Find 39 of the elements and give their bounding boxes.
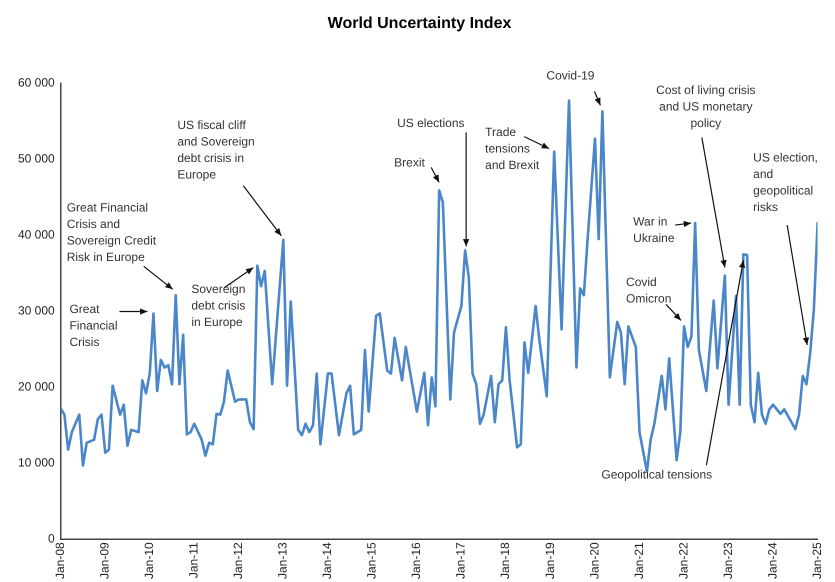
y-tick-label: 60 000 xyxy=(18,76,56,90)
annotation: Trade tensions and Brexit xyxy=(485,124,540,172)
x-tick-label: Jan-08 xyxy=(53,542,68,580)
annotation: Great Financial Crisis and Sovereign Credit Risk in Europe xyxy=(66,200,157,264)
x-tick-label: Jan-17 xyxy=(454,542,468,580)
x-tick-label: Jan-09 xyxy=(98,542,112,580)
annotation: Great Financial Crisis xyxy=(69,302,118,349)
chart-title: World Uncertainty Index xyxy=(328,15,512,32)
x-tick-label: Jan-14 xyxy=(320,542,334,580)
x-tick-label: Jan-24 xyxy=(765,542,780,580)
annotation: War in Ukraine xyxy=(633,214,675,245)
annotation: Brexit xyxy=(394,156,426,170)
y-tick-label: 0 xyxy=(48,532,56,546)
y-tick-label: 20 000 xyxy=(18,380,56,394)
annotation: Sovereign debt crisis in Europe xyxy=(191,282,246,329)
x-tick-label: Jan-19 xyxy=(542,542,557,580)
x-tick-label: Jan-18 xyxy=(498,542,512,580)
x-tick-label: Jan-12 xyxy=(231,542,246,580)
x-tick-label: Jan-22 xyxy=(676,542,690,580)
annotation: Covid-19 xyxy=(546,68,595,83)
y-tick-label: 10 000 xyxy=(18,456,56,470)
annotation: Geopolitical tensions xyxy=(601,468,712,482)
y-tick-label: 30 000 xyxy=(18,304,56,318)
x-tick-label: Jan-15 xyxy=(364,542,379,580)
x-tick-label: Jan-16 xyxy=(409,542,424,580)
x-tick-label: Jan-23 xyxy=(720,542,735,580)
y-tick-label: 40 000 xyxy=(18,228,56,242)
x-tick-label: Jan-21 xyxy=(632,542,646,580)
annotation: US election, and geopolitical risks xyxy=(753,150,818,214)
annotation: Covid Omicron xyxy=(626,274,672,306)
x-tick-label: Jan-20 xyxy=(587,542,602,580)
annotation: US elections xyxy=(397,116,464,130)
y-tick-label: 50 000 xyxy=(18,152,56,166)
annotation: US fiscal cliff and Sovereign debt crisis in Europe xyxy=(177,118,255,182)
annotation: Cost of living crisis and US monetary policy xyxy=(656,82,756,130)
x-tick-label: Jan-25 xyxy=(810,542,824,580)
x-tick-label: Jan-10 xyxy=(142,542,156,580)
x-tick-label: Jan-11 xyxy=(186,542,201,578)
x-tick-label: Jan-13 xyxy=(276,542,290,580)
